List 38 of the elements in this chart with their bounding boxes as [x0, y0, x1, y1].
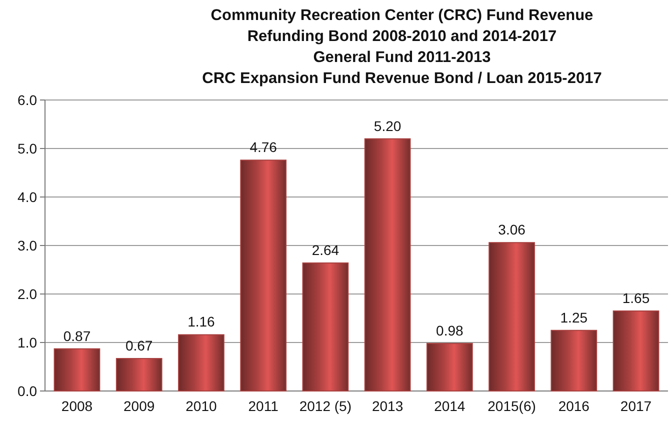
x-tick-label: 2013 — [372, 398, 404, 414]
bar — [240, 160, 286, 392]
y-tick-label: 1.0 — [18, 334, 38, 350]
bar — [550, 330, 598, 392]
x-tick-label: 2014 — [434, 398, 466, 414]
x-tick-label: 2009 — [124, 398, 155, 414]
x-tick-label: 2017 — [620, 398, 652, 414]
chart-title: Community Recreation Center (CRC) Fund Revenue Refunding Bond 2008-2010 and 2014-2017 General Fund 2011-2013 CRC Expansion Fund Revenue Bond / Loan 2015-2017 — [202, 7, 602, 87]
bar — [612, 310, 660, 392]
y-tick-label: 2.0 — [18, 286, 38, 302]
data-label: 0.67 — [125, 338, 153, 354]
data-label: 3.06 — [498, 222, 526, 238]
x-tick-label: 2015(6) — [488, 398, 536, 414]
x-tick-label: 2010 — [186, 398, 217, 414]
data-label: 1.65 — [622, 290, 650, 306]
bar — [116, 358, 162, 392]
x-tick-label: 2011 — [248, 398, 279, 414]
bar — [426, 342, 473, 392]
data-label: 1.25 — [560, 309, 588, 326]
y-tick-label: 6.0 — [18, 92, 38, 108]
y-tick-label: 0.0 — [18, 382, 38, 399]
data-label: 0.98 — [436, 322, 464, 338]
bar — [488, 242, 535, 392]
data-label: 5.20 — [374, 118, 402, 134]
y-tick-label: 5.0 — [18, 140, 38, 156]
x-tick-label: 2016 — [558, 398, 590, 414]
x-tick-label: 2008 — [61, 398, 93, 414]
bar — [302, 262, 349, 392]
bar — [364, 138, 411, 392]
bar — [178, 334, 224, 392]
y-tick-label: 4.0 — [18, 188, 38, 205]
y-tick-label: 3.0 — [18, 237, 38, 254]
bar — [54, 348, 100, 392]
data-label: 4.76 — [250, 139, 278, 156]
data-label: 2.64 — [312, 242, 340, 258]
data-label: 1.16 — [188, 314, 216, 330]
data-label: 0.87 — [63, 328, 91, 344]
x-tick-label: 2012 (5) — [299, 398, 352, 414]
